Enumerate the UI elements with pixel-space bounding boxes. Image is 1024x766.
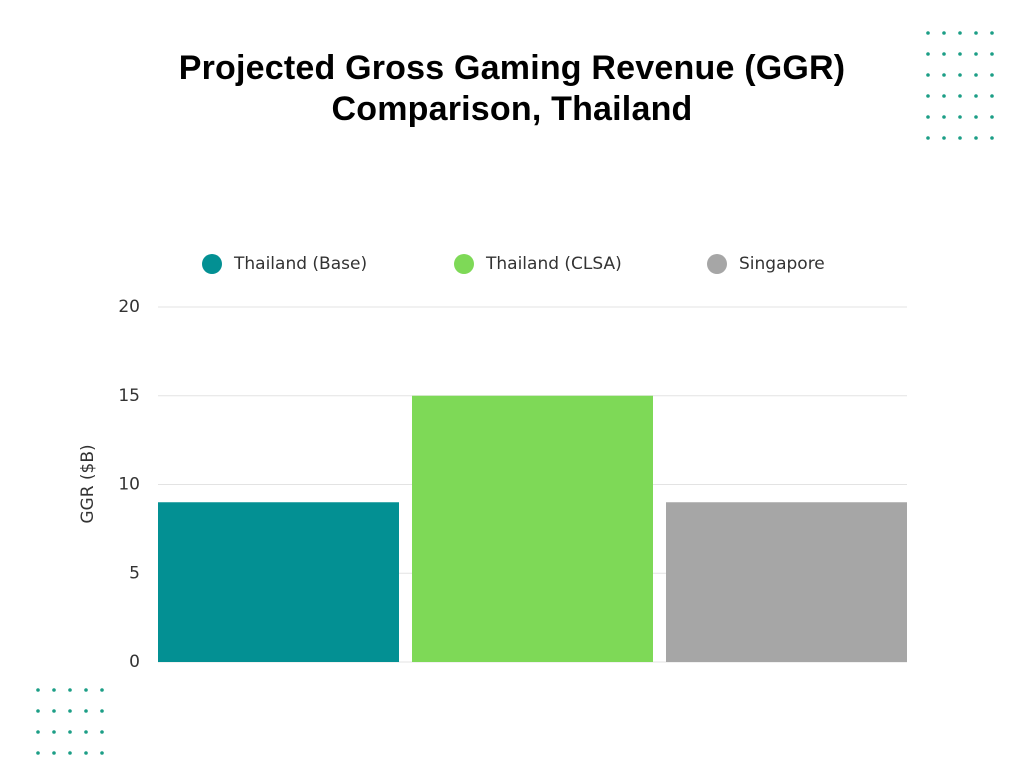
y-tick-label: 15: [118, 386, 140, 406]
decor-dot: [926, 136, 930, 140]
decor-dot: [990, 31, 994, 35]
decor-dot: [100, 751, 104, 755]
decor-dot: [974, 115, 978, 119]
decor-dot: [974, 52, 978, 56]
decor-dot: [942, 73, 946, 77]
decor-dot: [84, 709, 88, 713]
legend-marker: [454, 254, 474, 274]
legend-label: Singapore: [739, 254, 825, 274]
y-tick-label: 5: [129, 563, 140, 583]
decor-dot: [990, 136, 994, 140]
decor-dot: [990, 52, 994, 56]
decor-dot: [942, 115, 946, 119]
decor-dot: [100, 688, 104, 692]
decor-dot: [990, 94, 994, 98]
decor-dot: [36, 751, 40, 755]
decor-dot: [84, 688, 88, 692]
decor-dot: [68, 730, 72, 734]
decor-dot: [958, 115, 962, 119]
bar: [412, 395, 653, 662]
legend-marker: [707, 254, 727, 274]
decor-dot: [958, 31, 962, 35]
decor-dot: [990, 115, 994, 119]
decor-dot: [36, 688, 40, 692]
decor-dot: [942, 31, 946, 35]
decor-dot: [100, 730, 104, 734]
legend-label: Thailand (Base): [233, 254, 367, 274]
decor-dot: [52, 730, 56, 734]
decor-dot: [958, 136, 962, 140]
decor-dot: [68, 688, 72, 692]
y-tick-label: 10: [118, 475, 140, 495]
legend-marker: [202, 254, 222, 274]
decor-dot: [942, 94, 946, 98]
decor-dot: [84, 751, 88, 755]
bar: [158, 502, 399, 662]
decor-dot: [100, 709, 104, 713]
legend-label: Thailand (CLSA): [485, 254, 622, 274]
decor-dot: [52, 688, 56, 692]
y-tick-label: 0: [129, 652, 140, 672]
decor-dot: [942, 136, 946, 140]
decor-dot: [52, 709, 56, 713]
decor-dot: [36, 709, 40, 713]
decor-dot: [926, 73, 930, 77]
decor-dot: [974, 31, 978, 35]
decor-dot: [68, 709, 72, 713]
y-axis-label: GGR ($B): [78, 444, 98, 523]
decor-dot: [990, 73, 994, 77]
decor-dot: [52, 751, 56, 755]
decor-dot: [84, 730, 88, 734]
decor-dot: [974, 136, 978, 140]
y-tick-label: 20: [118, 297, 140, 317]
decor-dot: [926, 52, 930, 56]
decor-dot: [974, 73, 978, 77]
decor-dot: [958, 94, 962, 98]
decor-dot: [942, 52, 946, 56]
decor-dot: [958, 73, 962, 77]
decor-dot: [68, 751, 72, 755]
decor-dot: [926, 94, 930, 98]
decor-dot: [926, 115, 930, 119]
chart-title: Projected Gross Gaming Revenue (GGR) Com…: [178, 49, 846, 128]
bar: [666, 502, 907, 662]
decor-dot: [926, 31, 930, 35]
decor-dot: [974, 94, 978, 98]
decor-dot: [958, 52, 962, 56]
decor-dot: [36, 730, 40, 734]
